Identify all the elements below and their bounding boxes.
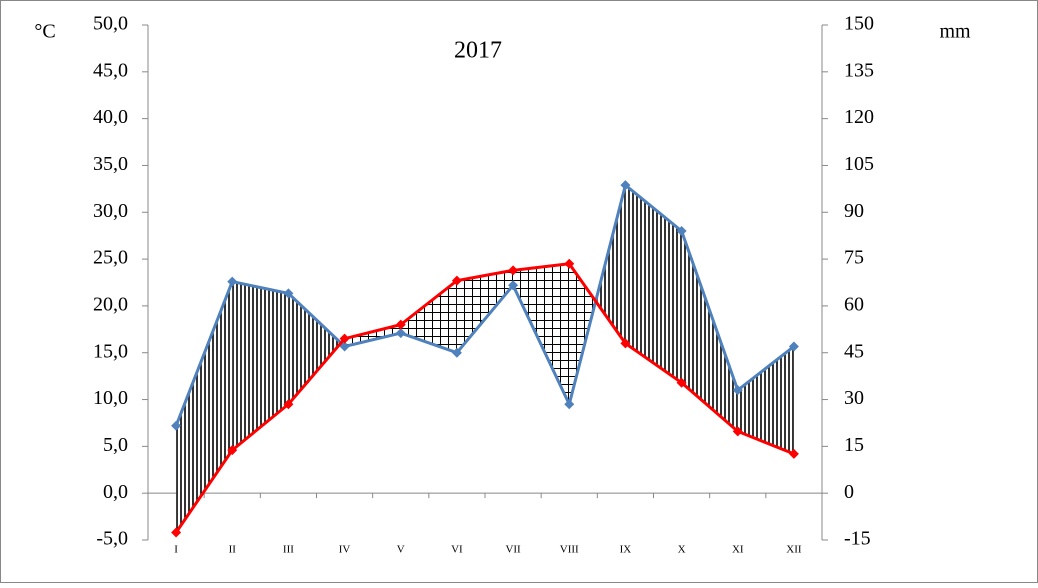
x-tick-label: X [678, 544, 686, 556]
y-axis-label: °C [34, 21, 55, 43]
y-tick-label: 15,0 [93, 340, 128, 362]
data-point [227, 276, 238, 287]
data-point [171, 527, 182, 538]
chart-title: 2017 [454, 38, 502, 64]
x-tick-label: VIII [560, 544, 579, 556]
y2-tick-label: 150 [844, 13, 874, 35]
data-point [788, 448, 799, 459]
data-point [283, 288, 294, 299]
y-tick-label: -5,0 [96, 528, 128, 550]
data-point [564, 399, 575, 410]
hatch-area [625, 185, 682, 383]
hatch-area [288, 293, 341, 405]
y-tick-label: 35,0 [93, 153, 128, 175]
data-point [676, 377, 687, 388]
x-tick-label: I [174, 544, 178, 556]
data-point [508, 265, 519, 276]
data-point [732, 385, 743, 396]
hatch-area [569, 263, 596, 405]
y-tick-label: 10,0 [93, 387, 128, 409]
hatch-area [513, 263, 570, 405]
y2-tick-label: 90 [844, 200, 864, 222]
data-point [676, 226, 687, 236]
hatch-area [344, 324, 401, 347]
data-point [620, 180, 631, 191]
hatch-area [400, 280, 457, 353]
hatch-area [737, 346, 794, 454]
x-tick-label: II [229, 544, 237, 556]
series-line [174, 262, 795, 534]
y2-tick-label: 45 [844, 340, 864, 362]
y-tick-label: 0,0 [103, 481, 128, 503]
data-point [395, 319, 406, 330]
data-point [227, 445, 238, 456]
y2-tick-label: 135 [844, 59, 874, 81]
data-point [171, 420, 182, 431]
x-tick-label: V [397, 544, 405, 556]
data-point [395, 328, 406, 339]
data-point [339, 341, 350, 352]
series-line [174, 182, 795, 427]
y-tick-label: 40,0 [93, 106, 128, 128]
y-tick-label: 20,0 [93, 294, 128, 316]
y2-axis-label: mm [939, 21, 971, 43]
y2-tick-label: 120 [844, 106, 874, 128]
y2-tick-label: 105 [844, 153, 874, 175]
data-point [451, 275, 462, 286]
x-tick-label: IV [339, 544, 351, 556]
x-tick-label: XI [732, 544, 744, 556]
x-tick-label: VI [451, 544, 463, 556]
data-point [564, 258, 575, 269]
data-point [732, 426, 743, 437]
y2-tick-label: 0 [844, 481, 854, 503]
x-tick-label: XII [786, 544, 802, 556]
y-tick-label: 45,0 [93, 59, 128, 81]
data-point [283, 399, 294, 410]
hatch-area [681, 231, 738, 432]
y-tick-label: 25,0 [93, 247, 128, 269]
hatch-area [456, 270, 514, 353]
data-point [339, 333, 350, 344]
data-point [788, 341, 799, 352]
y-tick-label: 50,0 [93, 13, 128, 35]
data-point [620, 338, 631, 349]
hatch-area [232, 281, 289, 451]
y2-tick-label: 60 [844, 294, 864, 316]
y-tick-label: 30,0 [93, 200, 128, 222]
x-tick-label: IX [620, 544, 632, 556]
data-point [451, 347, 462, 358]
data-point [508, 280, 519, 291]
y2-tick-label: 30 [844, 387, 864, 409]
y2-tick-label: 15 [844, 434, 864, 456]
hatch-area [595, 185, 626, 344]
y2-tick-label: -15 [844, 528, 871, 550]
y2-tick-label: 75 [844, 247, 864, 269]
y-tick-label: 5,0 [103, 434, 128, 456]
x-tick-label: III [283, 544, 294, 556]
x-tick-label: VII [505, 544, 521, 556]
